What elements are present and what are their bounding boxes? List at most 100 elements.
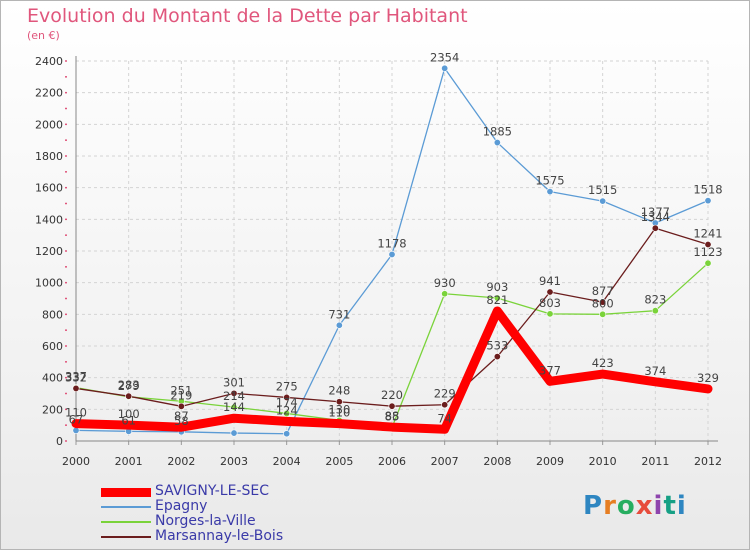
y-tick-label: 2000: [35, 118, 63, 131]
y-tick-label: 2400: [35, 55, 63, 68]
series-3-point: [493, 353, 501, 361]
series-0-data-label: 74: [437, 411, 452, 425]
series-3-data-label: 1241: [693, 227, 722, 241]
series-3-data-label: 219: [170, 388, 192, 402]
logo-letter: P: [583, 491, 604, 521]
series-1-point: [335, 321, 343, 329]
series-1-data-label: 1178: [377, 236, 406, 250]
legend-swatch-savigny: [101, 488, 151, 497]
legend-label-marsannay: Marsannay-le-Bois: [155, 528, 284, 544]
series-1-point: [283, 430, 291, 438]
series-2-data-label: 800: [592, 296, 614, 310]
legend-swatch-epagny: [101, 506, 151, 508]
x-tick-label: 2003: [220, 455, 248, 468]
series-3-point: [125, 392, 133, 400]
logo-letter: o: [616, 491, 636, 521]
series-0-data-label: 100: [118, 407, 140, 421]
y-tick-label: 0: [56, 435, 63, 448]
series-2-point: [546, 310, 554, 318]
series-2-data-label: 85: [385, 410, 400, 424]
y-tick-label: 200: [42, 403, 63, 416]
legend-label-savigny: SAVIGNY-LE-SEC: [155, 483, 270, 499]
series-0-data-label: 329: [697, 371, 719, 385]
series-2-point: [651, 307, 659, 315]
series-3-point: [704, 241, 712, 249]
series-3-data-label: 1344: [641, 210, 670, 224]
series-3-data-label: 283: [118, 378, 140, 392]
series-1-data-label: 1518: [693, 183, 722, 197]
series-1-data-label: 731: [328, 307, 350, 321]
series-3-point: [230, 389, 238, 397]
series-0-data-label: 110: [65, 406, 87, 420]
series-0-data-label: 374: [644, 364, 666, 378]
series-3-data-label: 301: [223, 375, 245, 389]
series-2-data-label: 279: [118, 379, 140, 393]
logo-letter: i: [653, 491, 664, 521]
series-3-point: [441, 401, 449, 409]
series-3-point: [335, 398, 343, 406]
legend-swatch-norges: [101, 521, 151, 523]
series-1-data-label: 67: [69, 412, 84, 426]
series-2-data-label: 903: [486, 280, 508, 294]
series-1-data-label: 2354: [430, 50, 459, 64]
series-3-data-label: 275: [276, 379, 298, 393]
series-3-point: [72, 384, 80, 392]
series-1-data-label: 1515: [588, 183, 617, 197]
series-2-data-label: 337: [65, 370, 87, 384]
series-0-data-label: 821: [486, 293, 508, 307]
series-3-data-label: 220: [381, 388, 403, 402]
y-tick-label: 1000: [35, 277, 63, 290]
series-2-data-label: 823: [644, 293, 666, 307]
series-1-point: [230, 429, 238, 437]
series-line-0: [71, 306, 713, 434]
series-1-data-label: 1575: [535, 174, 564, 188]
x-tick-label: 2000: [62, 455, 90, 468]
logo-letter: t: [663, 491, 677, 521]
series-3-point: [177, 402, 185, 410]
series-2-data-label: 251: [170, 383, 192, 397]
series-0-data-label: 88: [385, 409, 400, 423]
series-2-data-label: 803: [539, 296, 561, 310]
x-tick-label: 2006: [378, 455, 406, 468]
series-0-data-label: 110: [328, 406, 350, 420]
series-3-data-label: 229: [434, 387, 456, 401]
x-tick-label: 2010: [589, 455, 617, 468]
series-3-data-label: 877: [592, 284, 614, 298]
series-1-point: [388, 250, 396, 258]
series-2-data-label: 174: [276, 395, 298, 409]
series-1-point: [441, 64, 449, 72]
series-2-point: [230, 403, 238, 411]
y-tick-label: 1600: [35, 182, 63, 195]
series-2-data-label: 130: [328, 402, 350, 416]
series-0-data-label: 377: [539, 363, 561, 377]
logo-letter: r: [603, 491, 617, 521]
series-1-data-label: 58: [174, 414, 189, 428]
chart-unit-label: (en €): [27, 29, 60, 42]
series-0-data-label: 124: [276, 403, 298, 417]
y-tick-label: 1400: [35, 213, 63, 226]
chart-title: Evolution du Montant de la Dette par Hab…: [27, 5, 468, 27]
series-2-data-label: 1123: [693, 245, 722, 259]
x-tick-label: 2001: [115, 455, 143, 468]
series-2-point: [441, 290, 449, 298]
series-0-data-label: 87: [174, 409, 189, 423]
series-3-point: [388, 402, 396, 410]
series-3-data-label: 248: [328, 384, 350, 398]
series-3-data-label: 941: [539, 274, 561, 288]
series-2-point: [704, 259, 712, 267]
x-tick-label: 2008: [483, 455, 511, 468]
proxiti-logo: Proxiti: [583, 491, 687, 521]
series-3-data-label: 332: [65, 370, 87, 384]
series-2-data-label: 214: [223, 389, 245, 403]
legend-label-epagny: Epagny: [155, 498, 208, 514]
series-3-point: [283, 393, 291, 401]
x-tick-label: 2009: [536, 455, 564, 468]
y-tick-label: 2200: [35, 87, 63, 100]
y-tick-label: 1200: [35, 245, 63, 258]
series-1-point: [546, 188, 554, 196]
series-3-data-label: 533: [486, 339, 508, 353]
legend-swatch-marsannay: [101, 536, 151, 538]
series-1-data-label: 1377: [641, 205, 670, 219]
series-2-data-label: 930: [434, 276, 456, 290]
